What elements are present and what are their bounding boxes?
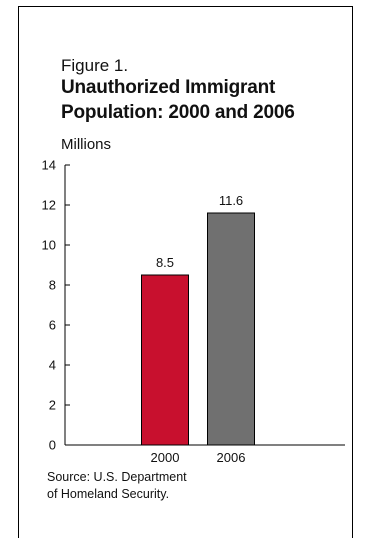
data-label-2006: 11.6 xyxy=(219,193,243,208)
chart-bars xyxy=(141,212,255,446)
source-note: Source: U.S. Department of Homeland Secu… xyxy=(47,470,187,501)
figure-label: Figure 1. xyxy=(61,56,129,75)
x-category-label: 2006 xyxy=(217,450,246,465)
y-tick-label: 8 xyxy=(49,278,56,293)
chart-labels: 8.5 2000 11.6 2006 xyxy=(151,193,246,465)
x-category-label: 2000 xyxy=(151,450,180,465)
bar-2006 xyxy=(207,212,255,446)
bar-2000 xyxy=(141,274,189,446)
y-tick-label: 10 xyxy=(42,238,56,253)
chart-title: Unauthorized Immigrant Population: 2000 … xyxy=(61,77,295,123)
chart-axes: 0 2 4 6 8 10 12 14 xyxy=(42,158,345,453)
y-tick-label: 12 xyxy=(42,198,56,213)
y-tick-label: 0 xyxy=(49,438,56,453)
data-label-2000: 8.5 xyxy=(156,255,174,270)
y-tick-label: 4 xyxy=(49,358,56,373)
y-axis-unit-label: Millions xyxy=(61,136,112,153)
y-tick-label: 2 xyxy=(49,398,56,413)
y-tick-label: 6 xyxy=(49,318,56,333)
y-tick-label: 14 xyxy=(42,158,56,173)
figure-frame xyxy=(18,6,353,538)
